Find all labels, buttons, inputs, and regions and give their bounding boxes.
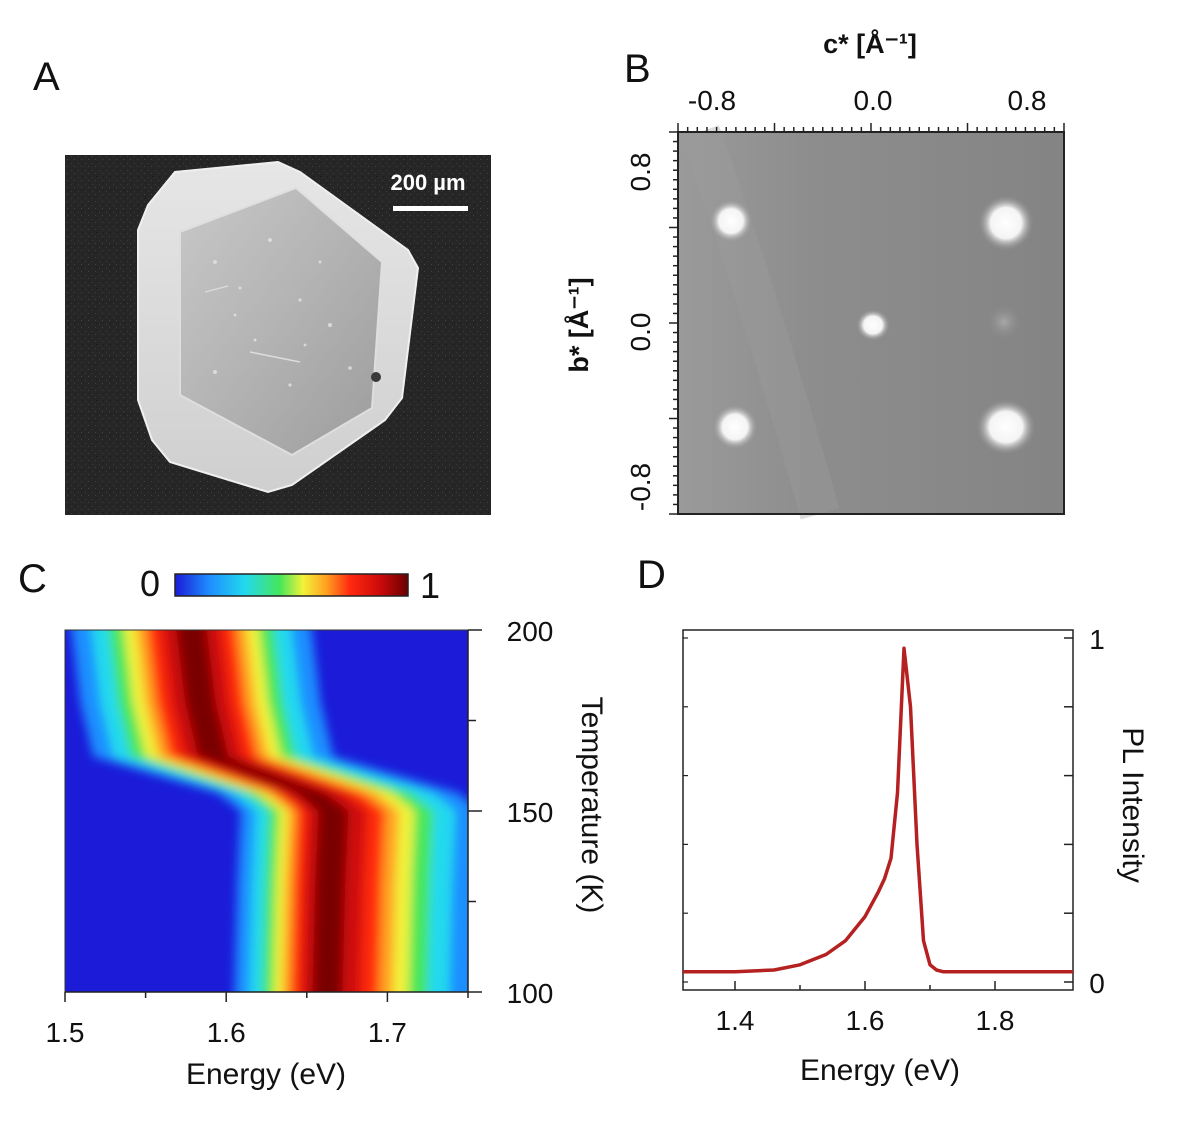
panel-c-ytick-label: 100	[507, 978, 554, 1009]
panel-b-xtick-label: 0.8	[1008, 85, 1047, 116]
panel-b-ytick-label: -0.8	[625, 463, 656, 511]
panel-d-xlabel: Energy (eV)	[800, 1054, 960, 1087]
panel-b-xtick-label: -0.8	[688, 85, 736, 116]
panel-c-xtick-label: 1.6	[207, 1017, 246, 1048]
panel-c-ylabel: Temperature (K)	[575, 697, 608, 914]
panel-b-ytick-label: 0.8	[625, 153, 656, 192]
colorbar-min-label: 0	[140, 563, 160, 604]
panel-d-xtick-label: 1.4	[716, 1005, 755, 1036]
scale-bar-label: 200 µm	[390, 170, 465, 195]
panel-d-ytick-label: 1	[1089, 624, 1105, 655]
panel-d-ytick-label: 0	[1089, 968, 1105, 999]
panel-a-sem-image: 200 µm	[65, 155, 491, 515]
panel-c-xlabel: Energy (eV)	[186, 1058, 346, 1091]
panel-c-ytick-label: 200	[507, 616, 554, 647]
panel-b-diffraction-image	[678, 125, 1064, 520]
panel-b-xtick-label: 0.0	[854, 85, 893, 116]
panel-c-ytick-label: 150	[507, 797, 554, 828]
panel-a-label: A	[33, 55, 60, 99]
panel-d-xtick-label: 1.8	[976, 1005, 1015, 1036]
panel-c-heatmap	[65, 630, 468, 992]
panel-c-xtick-label: 1.5	[46, 1017, 85, 1048]
scale-bar	[393, 206, 468, 211]
heatmap-intensity-band	[176, 630, 349, 992]
panel-d-frame	[682, 629, 1074, 991]
colorbar-max-label: 1	[420, 565, 440, 606]
panel-b-label: B	[624, 47, 651, 91]
panel-b-axes	[669, 123, 1065, 515]
panel-d-ylabel: PL Intensity	[1116, 727, 1149, 883]
panel-d-xtick-label: 1.6	[846, 1005, 885, 1036]
panel-b-ytick-label: 0.0	[625, 313, 656, 352]
panel-d-label: D	[637, 553, 666, 597]
pl-spectrum-line	[683, 646, 1073, 974]
panel-c-xtick-label: 1.7	[368, 1017, 407, 1048]
panel-c-colorbar	[174, 573, 409, 597]
panel-b-xlabel: c* [Å⁻¹]	[823, 28, 917, 59]
panel-b-ylabel: b* [Å⁻¹]	[563, 277, 594, 372]
panel-c-label: C	[18, 557, 47, 601]
